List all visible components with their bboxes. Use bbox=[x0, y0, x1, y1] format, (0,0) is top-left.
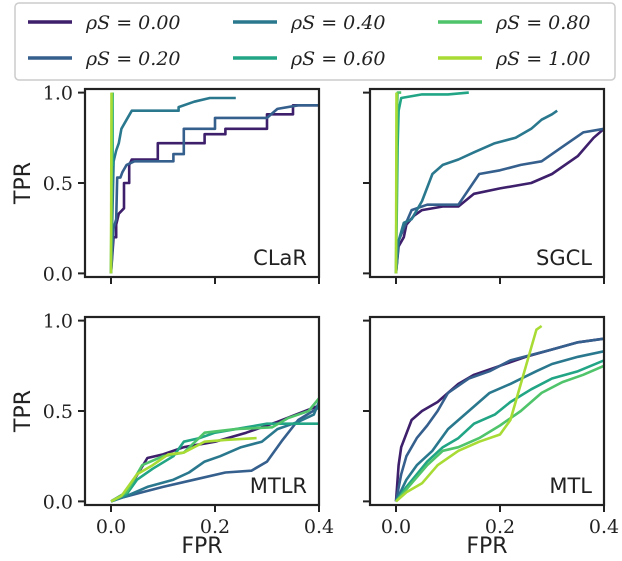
ytick-label: 1.0 bbox=[43, 83, 73, 105]
legend-label-s-1-00: ρS = 1.00 bbox=[495, 48, 591, 70]
series-mtl-s-0-80 bbox=[395, 364, 604, 503]
legend-label-s-0-20: ρS = 0.20 bbox=[85, 48, 181, 70]
y-axis-label: TPR bbox=[11, 390, 36, 433]
panel-mtl: 0.0 0.2 0.4 MTL FPR bbox=[363, 315, 619, 559]
legend-label-s-0-60: ρS = 0.60 bbox=[290, 48, 386, 70]
panels: 0.0 0.5 1.0 CLaR TPR SGCL 0.0 0.5 1.0 0.0 0.2 0.4 MT… bbox=[11, 83, 619, 559]
xtick-label: 0.0 bbox=[381, 516, 411, 538]
xtick-label: 0.4 bbox=[304, 516, 334, 538]
series-mtlr-s-0-40 bbox=[110, 401, 319, 503]
series-mtlr-s-0-60 bbox=[110, 422, 319, 503]
xtick-label: 0.4 bbox=[589, 516, 619, 538]
panel-title-clar: CLaR bbox=[253, 246, 307, 270]
series-sgcl-s-0-00 bbox=[394, 127, 604, 274]
panel-clar: 0.0 0.5 1.0 CLaR TPR bbox=[11, 83, 321, 285]
y-axis-label: TPR bbox=[11, 162, 36, 205]
series-clar-s-0-20 bbox=[109, 104, 319, 274]
panel-title-sgcl: SGCL bbox=[536, 246, 592, 270]
series-mtl-s-0-40 bbox=[394, 350, 604, 502]
legend-label-s-0-80: ρS = 0.80 bbox=[495, 12, 591, 34]
ytick-label: 0.5 bbox=[43, 401, 73, 423]
panel-sgcl: SGCL bbox=[363, 87, 606, 284]
series-mtl-s-1-00 bbox=[395, 324, 543, 503]
xtick-label: 0.0 bbox=[96, 516, 126, 538]
panel-mtlr: 0.0 0.5 1.0 0.0 0.2 0.4 MTLR TPR FPR bbox=[11, 311, 334, 559]
legend-label-s-0-40: ρS = 0.40 bbox=[290, 12, 386, 34]
series-mtlr-s-0-20 bbox=[110, 406, 319, 503]
x-axis-label: FPR bbox=[466, 534, 507, 559]
xtick-label: 0.2 bbox=[485, 516, 515, 538]
series-clar-s-1-00 bbox=[109, 92, 113, 274]
series-mtlr-s-1-00 bbox=[110, 436, 257, 503]
x-axis-label: FPR bbox=[181, 534, 222, 559]
panel-title-mtl: MTL bbox=[549, 474, 592, 498]
ytick-label: 1.0 bbox=[43, 311, 73, 333]
series-mtl-s-0-20 bbox=[394, 337, 604, 502]
ytick-label: 0.0 bbox=[43, 263, 73, 285]
series-mtl-s-0-60 bbox=[394, 359, 604, 503]
legend: ρS = 0.00 ρS = 0.40 ρS = 0.80 ρS = 0.20 ρS =… bbox=[14, 2, 616, 81]
panel-title-mtlr: MTLR bbox=[250, 474, 307, 498]
series-sgcl-s-0-40 bbox=[394, 109, 558, 274]
legend-label-s-0-00: ρS = 0.00 bbox=[85, 12, 181, 34]
series-sgcl-s-1-00 bbox=[394, 92, 398, 274]
series-clar-s-0-40 bbox=[109, 96, 236, 274]
ytick-label: 0.0 bbox=[43, 491, 73, 513]
xtick-label: 0.2 bbox=[200, 516, 230, 538]
ytick-label: 0.5 bbox=[43, 173, 73, 195]
series-sgcl-s-0-20 bbox=[394, 127, 604, 274]
